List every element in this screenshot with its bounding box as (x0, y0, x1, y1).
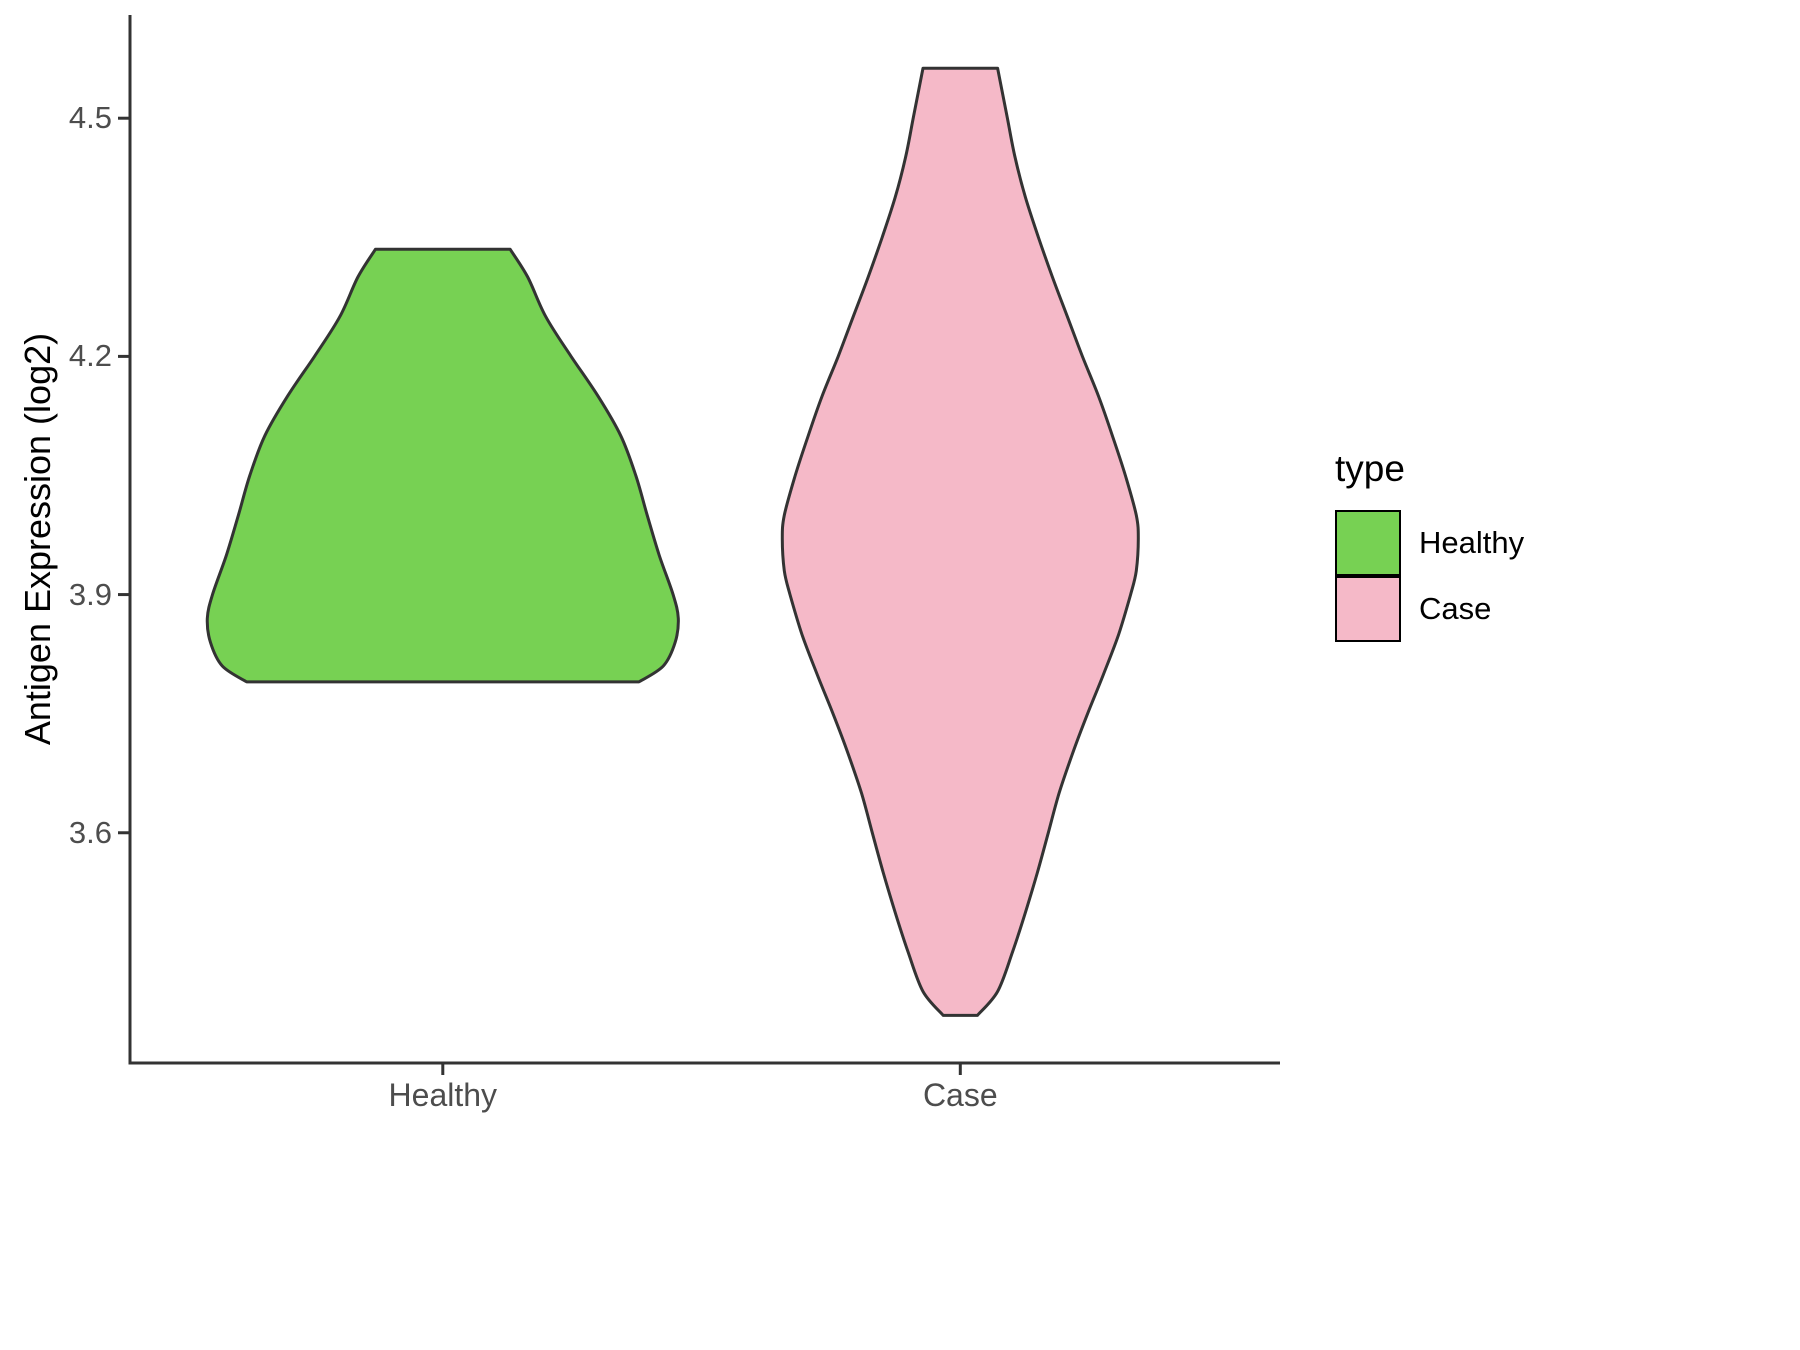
violin-healthy (205, 247, 680, 684)
y-tick-label: 4.2 (68, 338, 112, 374)
y-tick-label: 3.9 (68, 576, 112, 612)
x-category-label: Healthy (388, 1077, 498, 1113)
violin-case (780, 66, 1140, 1017)
legend-title: type (1335, 448, 1405, 489)
legend-swatch-healthy (1335, 510, 1401, 576)
y-tick-label: 4.5 (68, 100, 112, 136)
legend-swatch-case (1335, 576, 1401, 642)
legend-label-case: Case (1419, 591, 1492, 626)
legend-entry-healthy: Healthy (1335, 510, 1524, 576)
x-category-label: Case (922, 1077, 998, 1113)
legend-label-healthy: Healthy (1419, 525, 1525, 560)
y-tick-label: 3.6 (68, 814, 112, 850)
legend-entry-case: Case (1335, 576, 1524, 642)
legend: type Healthy Case (1335, 448, 1524, 642)
